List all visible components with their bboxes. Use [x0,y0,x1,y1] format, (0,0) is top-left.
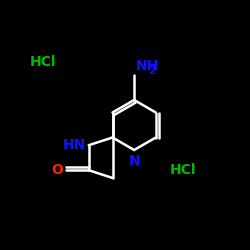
Text: HCl: HCl [30,56,56,70]
Text: HN: HN [62,138,86,152]
Text: NH: NH [136,58,159,72]
Text: O: O [51,163,63,177]
Text: 2: 2 [148,66,156,76]
Text: HCl: HCl [170,163,196,177]
Text: N: N [128,154,140,168]
